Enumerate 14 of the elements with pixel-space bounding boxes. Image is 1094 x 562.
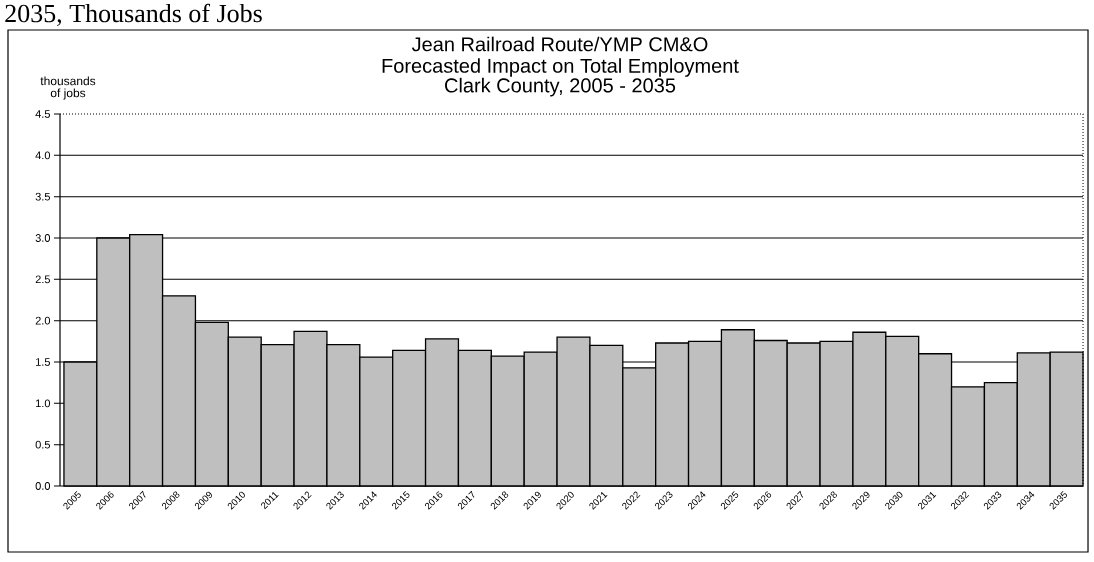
y-tick-label: 3.0 [35,234,51,242]
y-axis-title: thousands of jobs [40,76,96,100]
y-tick-label: 4.0 [35,151,51,160]
chart-subtitle: Forecasted Impact on Total Employment Clark County, 2005 - 2035 [382,58,739,97]
y-tick-label: 4.5 [35,110,50,118]
chart-title: Jean Railroad Route/YMP CM&O [411,36,708,52]
y-tick-label: 0.0 [35,482,51,490]
y-tick-label: 3.5 [35,192,50,201]
text: 2035, Thousands of Jobs [5,3,262,26]
y-tick-label: 2.5 [35,275,50,284]
y-tick-label: 0.5 [35,440,50,449]
y-tick-label: 1.5 [36,358,50,366]
y-tick-label: 2.0 [35,316,51,325]
y-tick-label: 1.0 [36,399,51,408]
